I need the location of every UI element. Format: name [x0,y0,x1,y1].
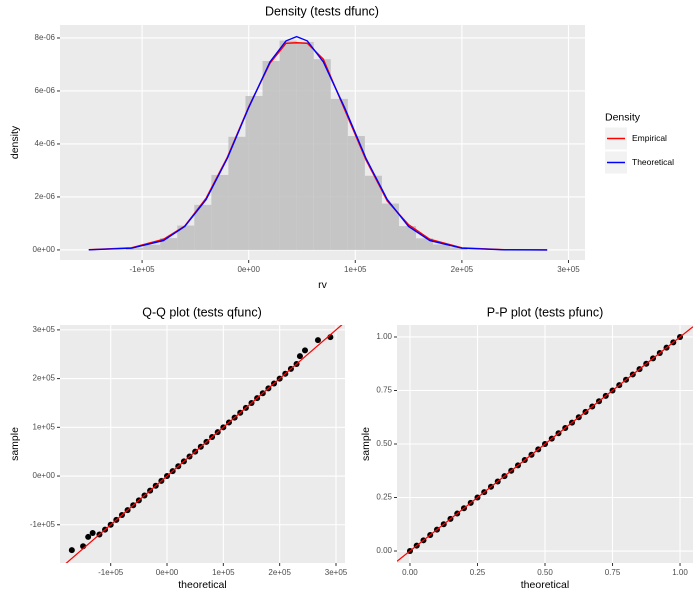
histogram-bar [450,247,468,250]
chart-title: Density (tests dfunc) [265,4,379,18]
x-tick-label: 0e+00 [156,568,179,577]
plot-layer [397,326,693,562]
y-tick-label: 0.00 [376,546,392,555]
y-axis-label: sample [360,427,372,461]
point [68,547,75,554]
chart-title: P-P plot (tests pfunc) [487,305,604,319]
x-tick-label: 1e+05 [344,265,367,274]
histogram-bar [160,238,178,250]
y-tick-label: 4e-06 [35,139,56,148]
histogram-bar [347,136,365,250]
reference-line [397,326,693,562]
plot-layer [88,35,548,251]
y-axis-label: density [9,125,21,159]
x-tick-label: 0.50 [537,568,553,577]
y-tick-label: 0.25 [376,493,392,502]
point [89,530,96,537]
density-line [88,35,548,251]
y-tick-label: 1.00 [376,332,392,341]
y-tick-label: 8e-06 [35,33,56,42]
legend-title: Density [605,111,641,123]
histogram-bar [381,203,399,250]
histogram-bar [330,98,348,250]
legend-label: Theoretical [632,157,674,167]
x-tick-label: 2e+05 [451,265,474,274]
x-tick-label: 1e+05 [212,568,235,577]
x-axis-label: rv [318,279,327,291]
x-tick-label: 1.00 [672,568,688,577]
y-tick-label: 2e+05 [33,374,56,383]
y-tick-label: 0.75 [376,386,392,395]
x-tick-label: -1e+05 [98,568,124,577]
histogram-bar [296,41,314,250]
y-tick-label: 0.50 [376,439,392,448]
x-tick-label: 3e+05 [557,265,580,274]
histogram-bar [279,40,297,250]
y-tick-label: 6e-06 [35,86,56,95]
reference-line [65,325,343,563]
y-axis-label: sample [9,427,21,461]
x-tick-label: 0.00 [402,568,418,577]
y-tick-label: 0e+00 [33,245,56,254]
x-tick-label: 0.75 [605,568,621,577]
y-tick-label: -1e+05 [30,520,56,529]
histogram-bar [143,244,161,250]
histogram-bar [262,61,280,250]
panel-background [60,325,345,563]
histogram-bar [177,225,195,250]
histogram-bar [211,174,229,250]
histogram-bar [313,59,331,250]
point [302,347,309,354]
histogram-bar [364,175,382,250]
x-tick-label: 2e+05 [268,568,291,577]
point [85,533,92,540]
histogram-bar [194,204,212,250]
histogram-bar [228,136,246,250]
histogram-bar [416,238,434,250]
x-tick-label: -1e+05 [130,265,156,274]
x-axis-label: theoretical [178,579,226,591]
histogram-bar [245,96,263,250]
plot-layer [65,325,343,563]
chart-title: Q-Q plot (tests qfunc) [142,305,261,319]
histogram-bar [126,247,144,250]
x-tick-label: 0e+00 [237,265,260,274]
x-axis-label: theoretical [521,579,569,591]
y-tick-label: 0e+00 [33,471,56,480]
y-tick-label: 3e+05 [33,325,56,334]
y-tick-label: 1e+05 [33,422,56,431]
histogram-bar [433,244,451,250]
point [314,337,321,344]
legend-label: Empirical [632,133,667,143]
point [296,353,303,360]
x-tick-label: 3e+05 [325,568,348,577]
y-tick-label: 2e-06 [35,192,56,201]
x-tick-label: 0.25 [470,568,486,577]
histogram-bar [398,226,417,250]
